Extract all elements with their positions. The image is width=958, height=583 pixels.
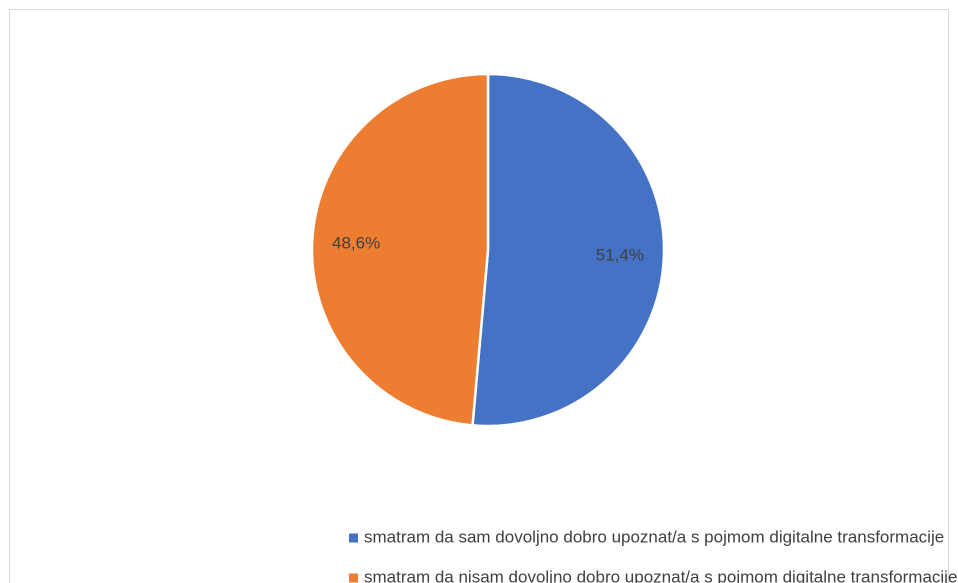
legend-label: smatram da nisam dovoljno dobro upoznat/… (364, 567, 957, 583)
chart-border (9, 9, 949, 583)
pie-slice (471, 72, 666, 428)
legend-swatch (349, 573, 358, 583)
data-label: 51,4% (596, 245, 644, 264)
pie-slice (310, 72, 490, 427)
legend-label: smatram da sam dovoljno dobro upoznat/a … (364, 527, 944, 546)
data-label: 48,6% (332, 234, 380, 253)
legend-swatch (349, 533, 358, 543)
